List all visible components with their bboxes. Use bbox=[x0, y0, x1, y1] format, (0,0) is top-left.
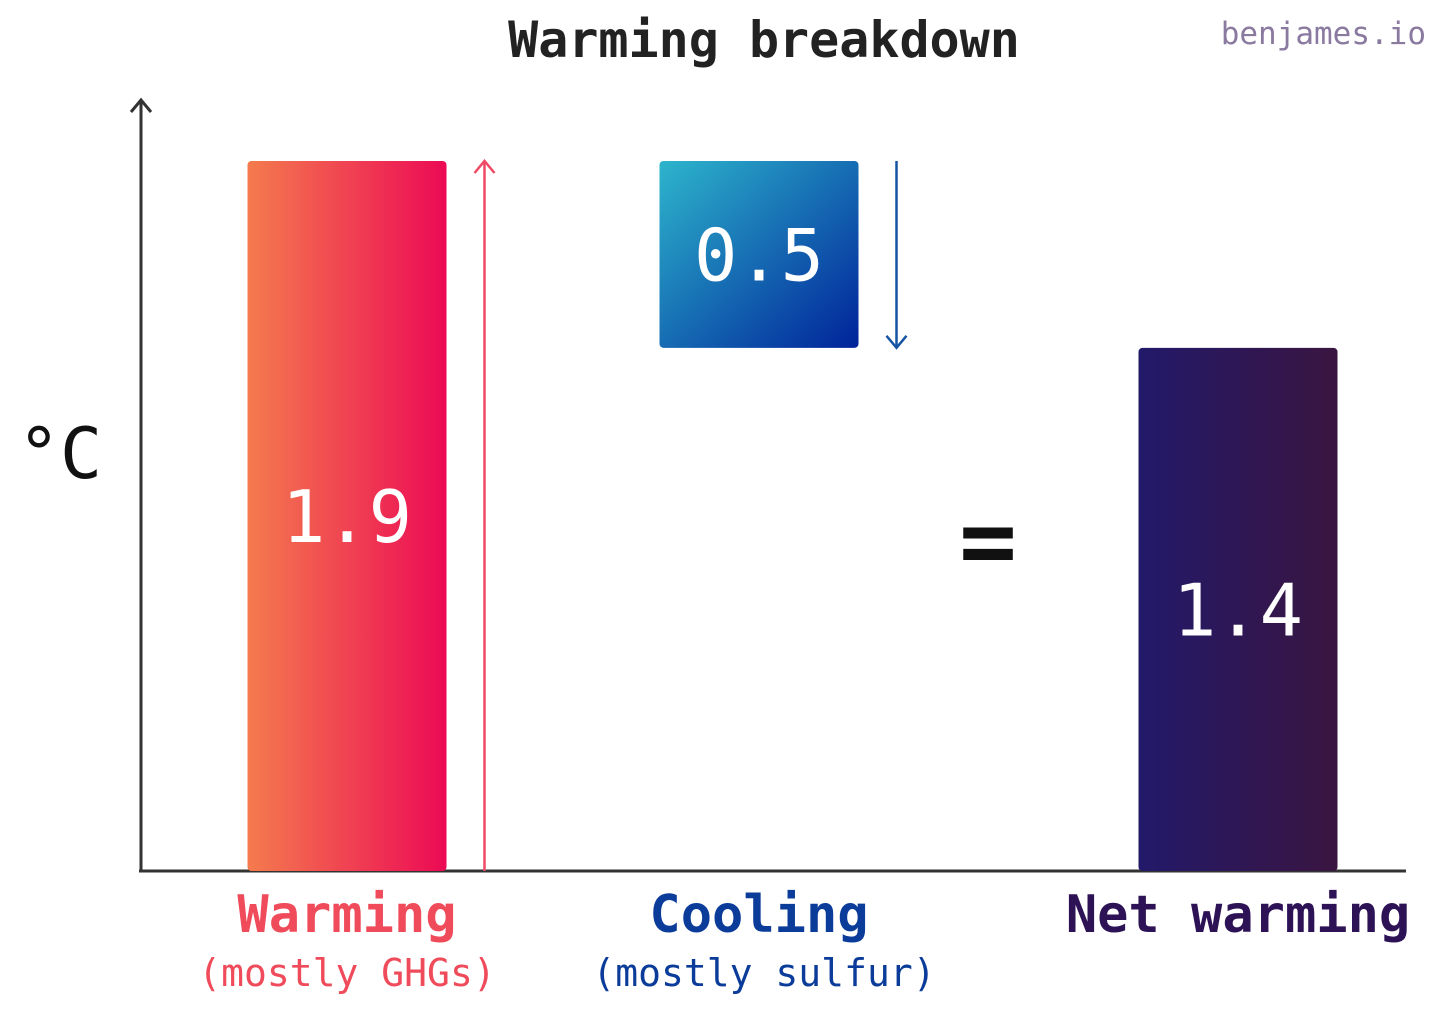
credit-label: benjames.io bbox=[1221, 16, 1426, 52]
arrowhead-cooling bbox=[885, 335, 908, 350]
bar-value-warming: 1.9 bbox=[282, 475, 412, 559]
bar-value-cooling: 0.5 bbox=[694, 213, 824, 297]
arrowhead-warming bbox=[473, 159, 496, 174]
chart-title: Warming breakdown bbox=[508, 11, 1020, 69]
bar-warming bbox=[247, 161, 447, 871]
equals-symbol: = bbox=[959, 485, 1017, 597]
category-label-net-warming: Net warming bbox=[1066, 885, 1410, 945]
category-sublabel-warming: (mostly GHGs) bbox=[198, 951, 495, 995]
bar-value-net-warming: 1.4 bbox=[1173, 568, 1303, 652]
y-axis-unit-label: °C bbox=[18, 413, 102, 495]
chart-marks: 1.9 Warming (mostly GHGs) 0.5 Cooling (mostly… bbox=[198, 159, 1410, 995]
category-label-cooling: Cooling bbox=[649, 885, 868, 945]
category-label-warming: Warming bbox=[237, 885, 456, 945]
category-sublabel-cooling: (mostly sulfur) bbox=[592, 951, 935, 995]
y-axis-arrowhead bbox=[129, 97, 153, 113]
bar-cooling bbox=[659, 161, 859, 348]
bar-net-warming bbox=[1138, 347, 1338, 871]
